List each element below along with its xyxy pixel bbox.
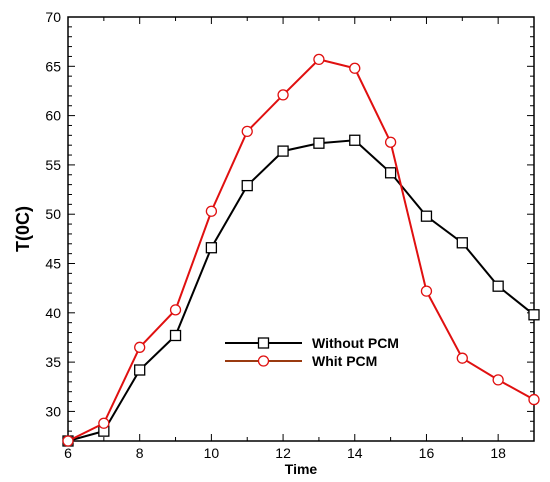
data-point-circle [241,125,253,138]
data-point-square [277,145,289,157]
data-point-square [456,237,468,249]
data-point-square [349,134,361,146]
data-point-circle [384,136,397,148]
x-tick-label: 8 [136,445,144,461]
data-point-circle [420,285,433,297]
data-point-square [313,137,325,149]
y-tick-label: 55 [45,157,61,173]
series-line-0 [67,139,535,442]
data-point-circle [277,89,289,101]
x-tick-label: 10 [204,445,220,461]
data-point-square [134,364,146,376]
y-tick-label: 30 [45,403,61,419]
data-point-circle [134,341,146,353]
data-point-circle [313,53,325,66]
y-tick-label: 70 [45,9,61,25]
x-tick-label: 14 [347,445,363,461]
data-point-circle [349,62,361,74]
data-point-square [528,309,540,321]
data-point-square [205,242,218,254]
data-point-circle [456,352,468,364]
y-tick-label: 35 [45,354,61,370]
x-tick-label: 6 [64,445,72,461]
data-point-circle [492,374,504,386]
y-tick-label: 50 [45,206,61,222]
legend-marker-circle [257,355,270,367]
data-point-circle [528,393,540,406]
data-point-circle [169,304,182,316]
legend-label: Without PCM [312,335,399,351]
plot-frame [67,16,535,442]
data-point-square [169,329,182,342]
data-point-square [384,167,397,179]
x-tick-label: 18 [490,445,506,461]
legend: Without PCM Whit PCM [225,335,399,369]
x-axis-label: Time [285,461,318,477]
data-point-circle [205,205,218,217]
x-tick-label: 12 [275,445,291,461]
data-point-circle [62,435,74,447]
y-axis-label: T(0C) [13,206,33,252]
data-point-square [420,210,433,222]
y-tick-label: 65 [45,58,61,74]
x-tick-label: 16 [419,445,435,461]
axes: 6 8 10 12 14 16 18 30 35 40 45 50 55 60 65 70 [45,9,535,461]
y-tick-label: 40 [45,305,61,321]
y-tick-label: 45 [45,256,61,272]
data-point-square [492,280,504,292]
y-tick-label: 60 [45,108,61,124]
legend-label: Whit PCM [312,353,377,369]
data-point-circle [98,417,110,429]
series-line-1 [67,58,535,442]
legend-marker-square [257,337,270,349]
series-layer [62,53,540,447]
data-point-square [241,179,253,192]
